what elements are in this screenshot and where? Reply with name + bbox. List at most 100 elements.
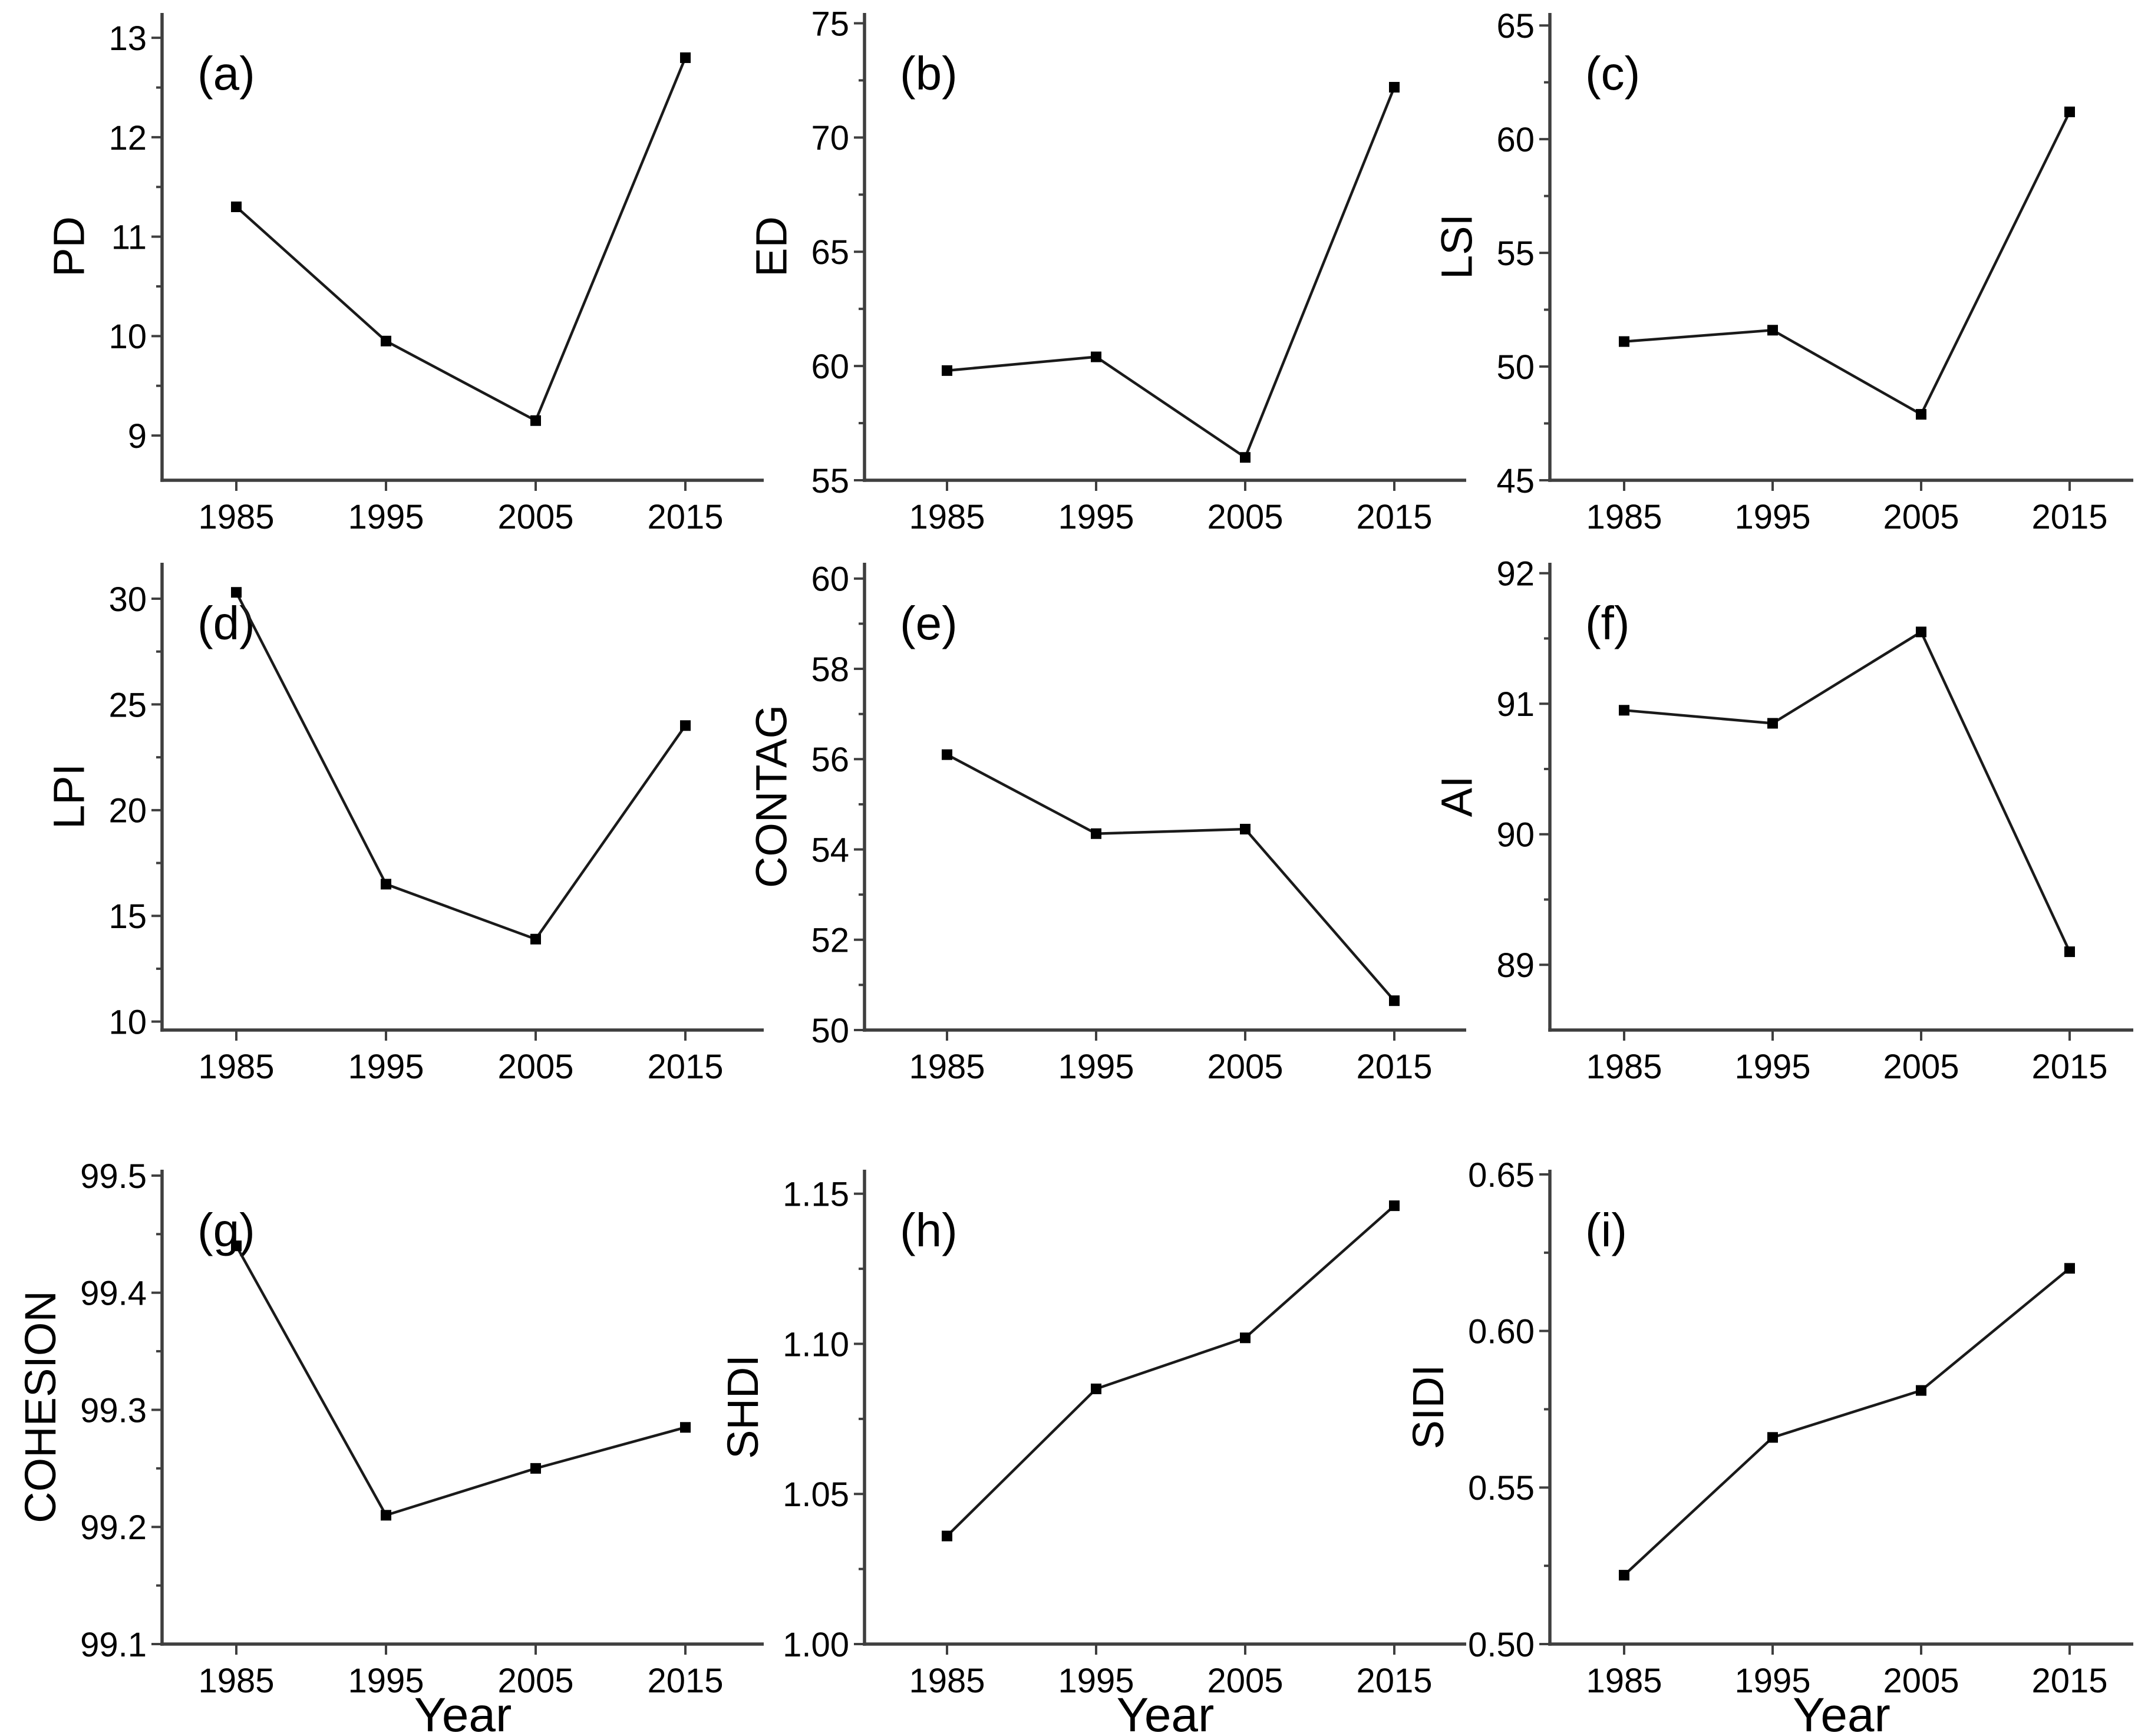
x-tick-label: 2015 xyxy=(2031,1662,2107,1700)
data-point xyxy=(2064,946,2075,958)
y-tick-label: 65 xyxy=(1496,7,1535,45)
data-point xyxy=(1240,824,1251,835)
x-tick-label: 2005 xyxy=(1207,1662,1283,1700)
panel-b: 55 60 65 70 75 1985 1995 2005 2015 ED (b) xyxy=(747,5,1466,536)
data-point xyxy=(942,365,952,376)
x-tick-label: 2015 xyxy=(1356,1662,1432,1700)
panel-letter: (i) xyxy=(1585,1204,1627,1256)
y-tick-label: 60 xyxy=(811,348,849,386)
data-point xyxy=(1916,409,1926,420)
data-line xyxy=(235,592,687,941)
y-tick-label: 20 xyxy=(108,792,147,830)
x-tick-label: 2005 xyxy=(497,1048,573,1086)
panel-e: 50 52 54 56 58 60 1985 1995 2005 2015 CONTAG (e) xyxy=(747,560,1466,1086)
y-tick-label: 99.3 xyxy=(80,1391,147,1430)
data-point xyxy=(1389,82,1400,93)
y-tick-label: 11 xyxy=(111,219,147,257)
data-point xyxy=(1240,1332,1251,1344)
y-tick-label: 13 xyxy=(108,19,147,58)
data-point xyxy=(530,415,541,426)
x-tick-label: 1985 xyxy=(1586,498,1662,536)
y-tick-label: 56 xyxy=(811,741,849,779)
y-axis-title: CONTAG xyxy=(747,705,796,888)
y-tick-label: 89 xyxy=(1496,946,1535,985)
y-tick-label: 70 xyxy=(811,119,849,157)
data-line xyxy=(946,87,1396,460)
x-tick-label: 2015 xyxy=(647,1048,723,1086)
data-point xyxy=(231,202,242,213)
panel-letter: (f) xyxy=(1585,597,1630,649)
data-point xyxy=(680,720,691,731)
x-tick-label: 2015 xyxy=(647,498,723,536)
panel-letter: (h) xyxy=(900,1204,958,1256)
y-tick-label: 0.55 xyxy=(1468,1469,1535,1507)
x-tick-label: 1995 xyxy=(348,1048,424,1086)
y-tick-label: 75 xyxy=(811,5,849,43)
y-tick-label: 55 xyxy=(811,462,849,500)
y-tick-label: 54 xyxy=(811,831,849,869)
x-tick-label: 1985 xyxy=(198,1048,274,1086)
data-point xyxy=(1389,1200,1400,1212)
y-axis-title: LSI xyxy=(1433,214,1482,279)
x-tick-label: 1985 xyxy=(198,498,274,536)
y-tick-label: 0.50 xyxy=(1468,1626,1535,1664)
x-tick-label: 1985 xyxy=(198,1662,274,1700)
panel-a: 9 10 11 12 13 1985 1995 2005 2015 PD (a) xyxy=(45,13,764,536)
data-line xyxy=(235,57,687,423)
y-tick-label: 99.5 xyxy=(80,1157,147,1196)
x-tick-label: 1995 xyxy=(1734,498,1810,536)
data-point xyxy=(2064,106,2075,117)
x-tick-label: 2015 xyxy=(1356,498,1432,536)
y-axis-title: SIDI xyxy=(1404,1365,1453,1450)
x-tick-label: 1985 xyxy=(1586,1662,1662,1700)
data-point xyxy=(680,1422,691,1433)
panel-letter: (g) xyxy=(197,1204,255,1256)
data-point xyxy=(2064,1263,2075,1274)
x-axis-title: Year xyxy=(1793,1688,1890,1733)
data-point xyxy=(1091,1383,1101,1394)
panel-letter: (a) xyxy=(197,47,255,100)
x-axis-title: Year xyxy=(414,1688,512,1733)
x-tick-label: 1985 xyxy=(909,1048,985,1086)
panel-letter: (e) xyxy=(900,597,958,649)
data-line xyxy=(1624,111,2071,417)
y-tick-label: 9 xyxy=(128,417,147,456)
y-tick-label: 52 xyxy=(811,922,849,960)
data-point xyxy=(231,1240,242,1252)
y-tick-label: 0.65 xyxy=(1468,1156,1535,1194)
data-point xyxy=(1091,351,1101,362)
x-tick-label: 2015 xyxy=(2031,498,2107,536)
y-tick-label: 50 xyxy=(811,1012,849,1050)
data-point xyxy=(1240,452,1251,463)
y-tick-label: 99.4 xyxy=(80,1275,147,1313)
data-point xyxy=(1389,995,1400,1006)
y-tick-label: 60 xyxy=(1496,121,1535,159)
data-line xyxy=(235,1245,686,1517)
y-tick-label: 50 xyxy=(1496,348,1535,387)
panel-letter: (d) xyxy=(197,597,255,649)
x-tick-label: 1995 xyxy=(348,498,424,536)
y-tick-label: 1.15 xyxy=(783,1176,849,1214)
y-tick-label: 25 xyxy=(108,686,147,724)
y-tick-label: 15 xyxy=(108,897,147,936)
panel-d: 10 15 20 25 30 1985 1995 2005 2015 LPI (d) xyxy=(45,563,764,1086)
x-tick-label: 1995 xyxy=(1734,1662,1810,1700)
data-point xyxy=(1767,1432,1778,1443)
data-point xyxy=(530,1463,541,1474)
panel-i: 0.50 0.55 0.60 0.65 1985 1995 2005 2015 SIDI Year… xyxy=(1404,1156,2133,1736)
x-tick-label: 2005 xyxy=(497,498,573,536)
data-point xyxy=(1916,1385,1926,1396)
data-point xyxy=(381,1510,391,1521)
x-tick-label: 1995 xyxy=(1058,1662,1134,1700)
x-tick-label: 2015 xyxy=(647,1662,723,1700)
y-tick-label: 92 xyxy=(1496,555,1535,593)
y-axis-title: ED xyxy=(747,216,796,277)
x-tick-label: 1985 xyxy=(909,1662,985,1700)
data-point xyxy=(1767,325,1778,336)
panel-letter: (b) xyxy=(900,47,958,100)
data-point xyxy=(680,52,691,63)
x-tick-label: 2005 xyxy=(1207,1048,1283,1086)
x-tick-label: 2005 xyxy=(497,1662,573,1700)
y-tick-label: 65 xyxy=(811,233,849,272)
